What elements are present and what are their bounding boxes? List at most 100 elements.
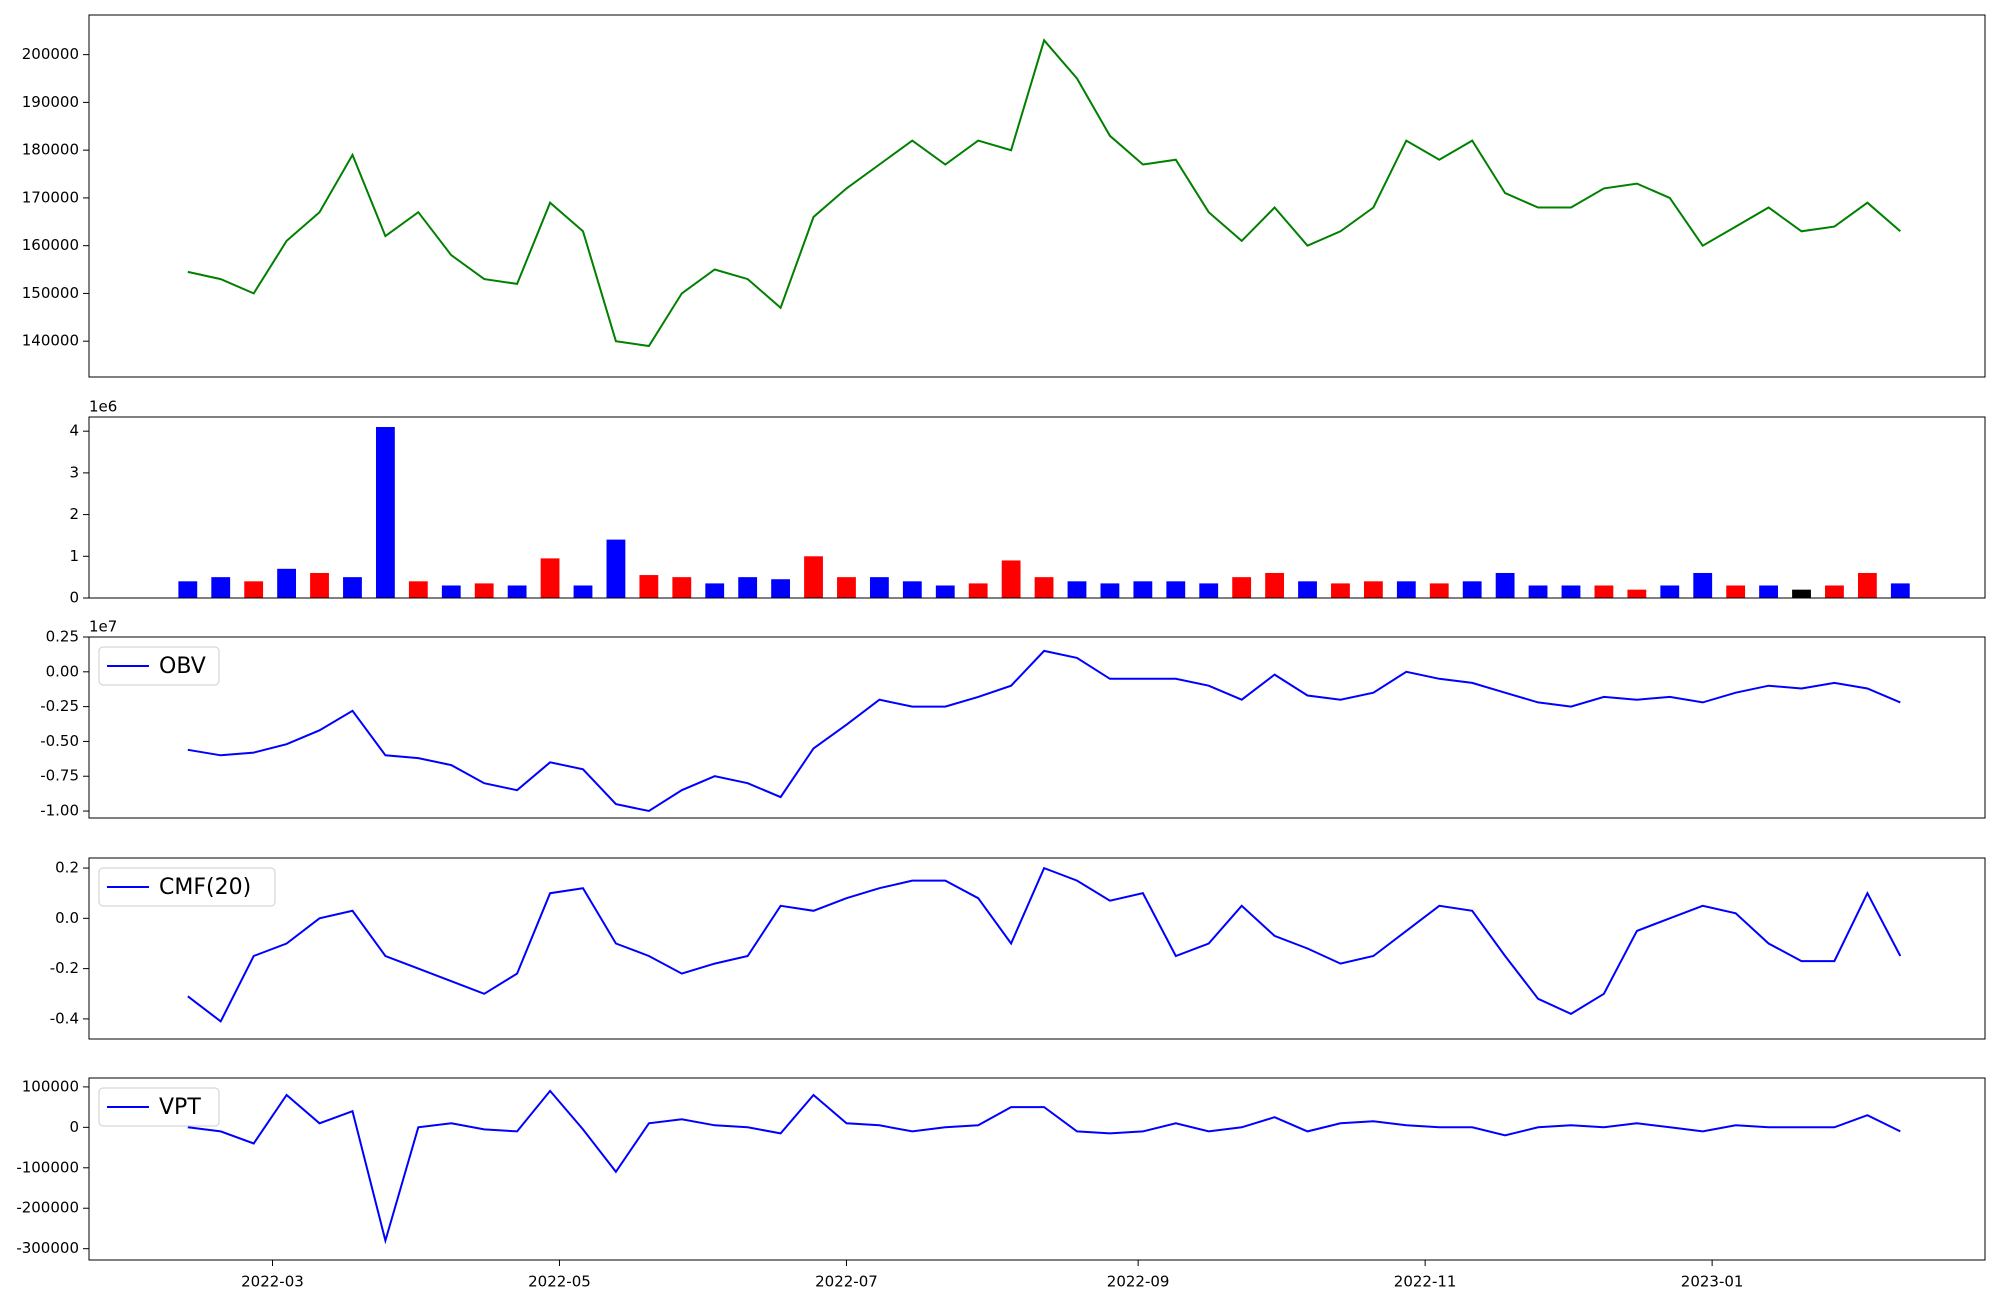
bar [1298, 581, 1317, 598]
y-tick-label: -200000 [16, 1199, 79, 1217]
legend-text: OBV [159, 654, 206, 679]
bar [639, 575, 659, 598]
x-tick-label: 2022-09 [1107, 1273, 1170, 1291]
axes-frame [88, 14, 1986, 378]
bar [211, 577, 231, 598]
bar [968, 583, 988, 598]
line [187, 1089, 1901, 1245]
y-tick-label: 3 [69, 463, 79, 481]
legend-frame [98, 646, 220, 686]
bar [672, 577, 692, 598]
bar [1857, 572, 1877, 598]
bar [1561, 585, 1581, 598]
y-tick-label: 180000 [22, 141, 79, 159]
bar [1166, 581, 1186, 598]
y-tick-label: 0.25 [46, 628, 79, 646]
y-tick-label: 1 [69, 547, 79, 565]
bar [1001, 560, 1021, 598]
axes-frame [88, 636, 1986, 819]
bar [837, 577, 856, 598]
bar [705, 583, 725, 598]
y-tick-label: 100000 [22, 1077, 79, 1095]
y-tick-label: 140000 [22, 332, 79, 350]
y-tick-label: -0.50 [40, 732, 79, 750]
x-tick-label: 2022-05 [528, 1273, 591, 1291]
x-tick-label: 2022-07 [815, 1273, 878, 1291]
bar [1133, 581, 1153, 598]
bar [869, 577, 889, 598]
y-tick-label: 150000 [22, 284, 79, 302]
bar [474, 583, 494, 598]
bar [310, 572, 329, 598]
line [187, 866, 1902, 1023]
y-tick-label: -1.00 [40, 802, 79, 820]
legend-text: CMF(20) [159, 875, 251, 900]
bar [1825, 585, 1844, 598]
y-tick-label: -0.75 [40, 767, 79, 785]
bar [408, 581, 428, 598]
y-tick-label: 4 [69, 422, 79, 440]
y-tick-label: 0 [69, 589, 79, 607]
bar [1396, 581, 1416, 598]
bar [507, 585, 527, 598]
y-tick-label: 190000 [22, 93, 79, 111]
bar [738, 577, 758, 598]
plot-area [187, 866, 1902, 1023]
bar [1495, 572, 1515, 598]
bar [1759, 585, 1778, 598]
bar [540, 558, 560, 598]
offset-label: 1e7 [89, 618, 117, 636]
x-tick-label: 2023-01 [1681, 1273, 1744, 1291]
y-tick-label: -100000 [16, 1158, 79, 1176]
bar [1462, 581, 1482, 598]
x-tick-label: 2022-03 [241, 1273, 304, 1291]
plot-area [187, 649, 1901, 813]
bar [178, 581, 198, 598]
legend: VPT [98, 1087, 220, 1127]
y-tick-label: 0 [69, 1118, 79, 1136]
offset-label: 1e6 [89, 398, 117, 416]
y-tick-label: -0.2 [50, 959, 79, 977]
y-tick-label: 0.2 [55, 859, 79, 877]
plot-area [187, 1089, 1901, 1245]
y-tick-label: 160000 [22, 236, 79, 254]
bar [375, 427, 395, 598]
bar [1100, 583, 1120, 598]
legend-frame [98, 1087, 220, 1127]
bar [1232, 577, 1252, 598]
bar [244, 581, 264, 598]
bar [606, 539, 626, 598]
legend-text: VPT [159, 1095, 201, 1120]
bar [1429, 583, 1449, 598]
axes-frame [88, 857, 1986, 1040]
y-tick-label: -0.4 [50, 1009, 79, 1027]
axes-frame [88, 416, 1986, 599]
bar [804, 556, 823, 598]
bar [1067, 581, 1087, 598]
bar [1528, 585, 1548, 598]
legend-frame [98, 867, 276, 907]
y-tick-label: 200000 [22, 45, 79, 63]
bar [1890, 583, 1910, 598]
legend: CMF(20) [98, 867, 276, 907]
bar [1199, 583, 1219, 598]
y-tick-label: 2 [69, 505, 79, 523]
bar [1792, 589, 1811, 598]
bar [1660, 585, 1680, 598]
bar [1034, 577, 1054, 598]
line [187, 38, 1901, 348]
bar [1265, 572, 1284, 598]
axes-frame [88, 1077, 1986, 1261]
x-tick-label: 2022-11 [1394, 1273, 1457, 1291]
bar [1693, 572, 1713, 598]
legend: OBV [98, 646, 220, 686]
bar [1726, 585, 1746, 598]
bar [441, 585, 461, 598]
bar [902, 581, 922, 598]
bar [573, 585, 593, 598]
bar [1627, 589, 1647, 598]
y-tick-label: 0.00 [46, 662, 79, 680]
line [187, 649, 1901, 813]
y-tick-label: 0.0 [55, 909, 79, 927]
